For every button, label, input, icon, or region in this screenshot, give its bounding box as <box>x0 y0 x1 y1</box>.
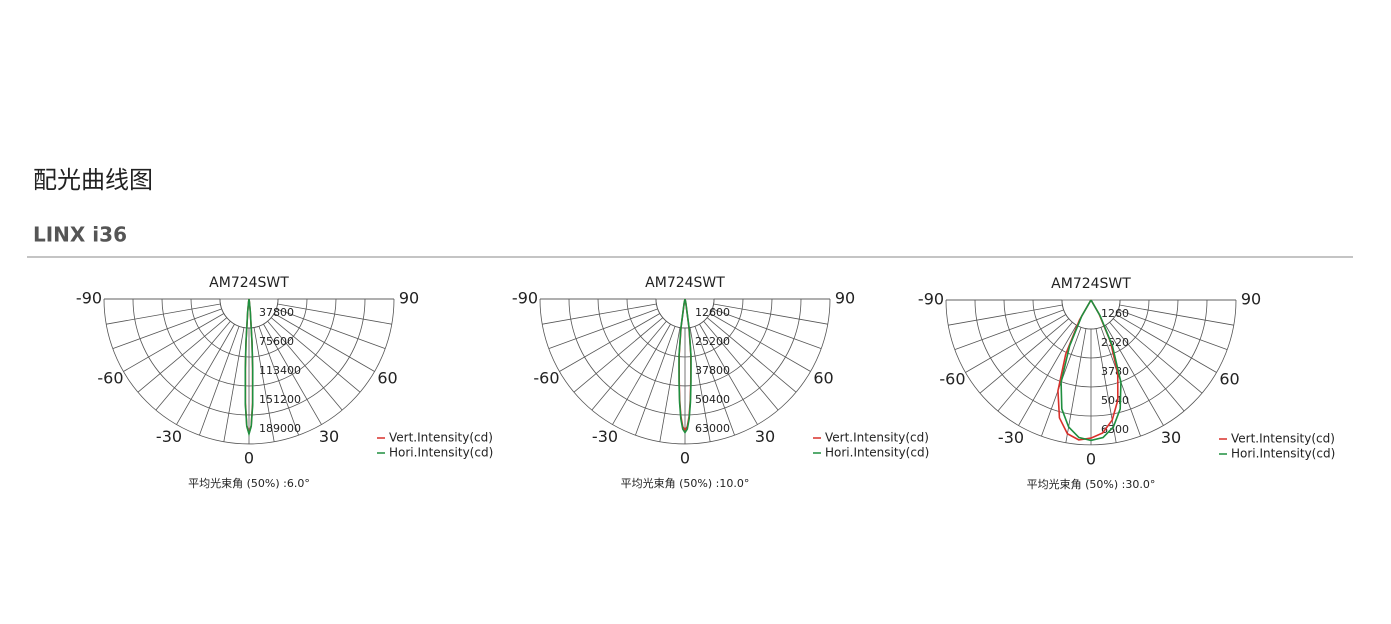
chart-title: AM724SWT <box>645 275 725 291</box>
ring <box>539 298 831 445</box>
r-tick-label: 3780 <box>1101 365 1129 378</box>
ring <box>132 298 366 416</box>
legend-entry: Vert.Intensity(cd) <box>825 431 929 445</box>
ring <box>219 298 279 329</box>
ring <box>103 298 395 445</box>
theta-tick-label: -90 <box>76 289 102 308</box>
ring <box>190 298 308 358</box>
theta-tick-label: -60 <box>939 370 965 389</box>
r-tick-label: 2520 <box>1101 336 1129 349</box>
r-tick-label: 113400 <box>259 364 301 377</box>
r-tick-label: 37800 <box>259 306 294 319</box>
legend-entry: Hori.Intensity(cd) <box>1231 447 1335 461</box>
theta-tick-label: -30 <box>156 427 182 446</box>
chart-title: AM724SWT <box>209 275 289 291</box>
r-tick-label: 1260 <box>1101 307 1129 320</box>
theta-tick-label: 90 <box>399 289 419 308</box>
r-tick-label: 37800 <box>695 364 730 377</box>
beam-angle-note: 平均光束角 (50%) :6.0° <box>188 476 310 490</box>
theta-tick-label: 60 <box>377 369 397 388</box>
theta-tick-label: 60 <box>1219 370 1239 389</box>
theta-tick-label: -90 <box>512 289 538 308</box>
legend-entry: Vert.Intensity(cd) <box>389 431 493 445</box>
r-tick-label: 50400 <box>695 393 730 406</box>
theta-tick-label: 30 <box>319 427 339 446</box>
intensity-curve <box>1060 299 1122 442</box>
product-name: LINX i36 <box>33 223 127 247</box>
ring <box>597 298 773 387</box>
ring <box>1061 299 1121 330</box>
ring <box>1032 299 1150 359</box>
legend-entry: Hori.Intensity(cd) <box>825 446 929 460</box>
theta-tick-label: -60 <box>97 369 123 388</box>
theta-tick-label: 0 <box>680 449 690 468</box>
theta-tick-label: -30 <box>998 428 1024 447</box>
theta-tick-label: -30 <box>592 427 618 446</box>
r-tick-label: 12600 <box>695 306 730 319</box>
theta-tick-label: -90 <box>918 290 944 309</box>
r-tick-label: 25200 <box>695 335 730 348</box>
ring <box>945 299 1237 446</box>
theta-tick-label: 90 <box>835 289 855 308</box>
intensity-curve <box>244 298 254 437</box>
r-tick-label: 63000 <box>695 422 730 435</box>
ring <box>655 298 715 329</box>
ring <box>568 298 802 416</box>
theta-tick-label: 90 <box>1241 290 1261 309</box>
theta-tick-label: 0 <box>1086 450 1096 469</box>
legend-entry: Vert.Intensity(cd) <box>1231 432 1335 446</box>
ring <box>626 298 744 358</box>
ring <box>974 299 1208 417</box>
r-tick-label: 189000 <box>259 422 301 435</box>
theta-tick-label: 0 <box>244 449 254 468</box>
theta-tick-label: 60 <box>813 369 833 388</box>
theta-tick-label: -60 <box>533 369 559 388</box>
r-tick-label: 75600 <box>259 335 294 348</box>
ring <box>161 298 337 387</box>
r-tick-label: 151200 <box>259 393 301 406</box>
legend-entry: Hori.Intensity(cd) <box>389 446 493 460</box>
beam-angle-note: 平均光束角 (50%) :30.0° <box>1027 477 1156 491</box>
page-heading: 配光曲线图 <box>33 166 153 194</box>
intensity-curve <box>1057 299 1119 441</box>
beam-angle-note: 平均光束角 (50%) :10.0° <box>621 476 750 490</box>
theta-tick-label: 30 <box>755 427 775 446</box>
intensity-curve <box>678 298 692 434</box>
chart-title: AM724SWT <box>1051 276 1131 292</box>
r-tick-label: 5040 <box>1101 394 1129 407</box>
theta-tick-label: 30 <box>1161 428 1181 447</box>
ring <box>1003 299 1179 388</box>
